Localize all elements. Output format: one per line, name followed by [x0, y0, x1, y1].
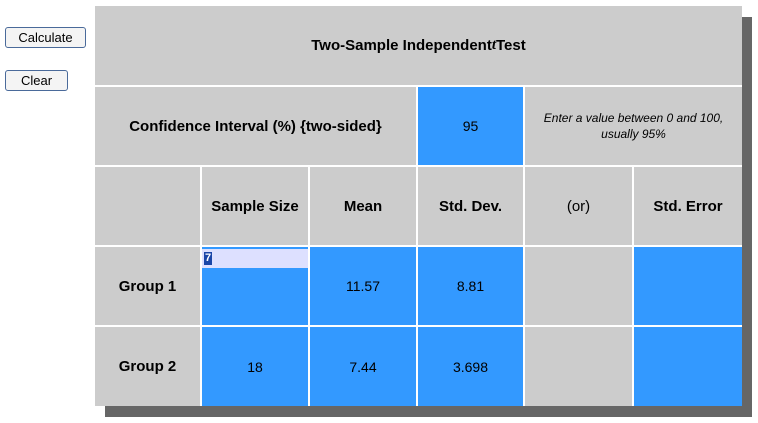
title-suffix: Test: [496, 37, 526, 54]
group-1-mean-input[interactable]: 11.57: [310, 247, 416, 325]
selected-text: 7: [204, 252, 213, 265]
title-prefix: Two-Sample Independent: [311, 37, 492, 54]
clear-button[interactable]: Clear: [5, 70, 68, 91]
confidence-input[interactable]: 95: [418, 87, 523, 165]
group-1-or-spacer: [525, 247, 632, 325]
group-2-mean-input[interactable]: 7.44: [310, 327, 416, 406]
group-2-std-dev-input[interactable]: 3.698: [418, 327, 523, 406]
header-corner: [95, 167, 200, 245]
group-1-std-error-input[interactable]: [634, 247, 742, 325]
group-2-or-spacer: [525, 327, 632, 406]
group-1-std-dev-input[interactable]: 8.81: [418, 247, 523, 325]
header-std-error: Std. Error: [634, 167, 742, 245]
title-t-symbol: t: [491, 37, 496, 53]
form-title: Two-Sample Independent t Test: [95, 6, 742, 85]
group-2-std-error-input[interactable]: [634, 327, 742, 406]
header-sample-size: Sample Size: [202, 167, 308, 245]
header-or: (or): [525, 167, 632, 245]
group-1-label: Group 1: [95, 247, 200, 325]
confidence-hint: Enter a value between 0 and 100, usually…: [525, 87, 742, 165]
group-1-sample-size-cell[interactable]: 7: [202, 247, 308, 325]
calculate-button[interactable]: Calculate: [5, 27, 86, 48]
confidence-label: Confidence Interval (%) {two-sided}: [95, 87, 416, 165]
group-1-sample-size-input[interactable]: 7: [202, 249, 308, 268]
group-2-label: Group 2: [95, 327, 200, 406]
header-mean: Mean: [310, 167, 416, 245]
t-test-form: Two-Sample Independent t Test Confidence…: [95, 6, 742, 406]
group-2-sample-size-input[interactable]: 18: [202, 327, 308, 406]
header-std-dev: Std. Dev.: [418, 167, 523, 245]
